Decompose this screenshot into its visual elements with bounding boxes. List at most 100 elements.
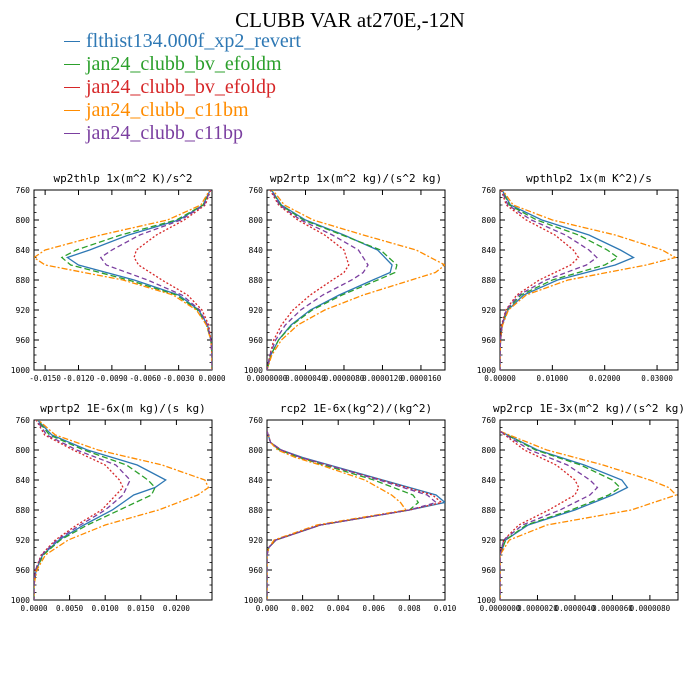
x-tick-label: 0.0000040 — [285, 374, 326, 383]
subplot-title: wp2rtp 1x(m^2 kg)/(s^2 kg) — [270, 172, 442, 185]
y-tick-label: 880 — [482, 506, 497, 515]
y-tick-label: 880 — [249, 506, 264, 515]
y-tick-label: 760 — [16, 416, 31, 425]
series-line — [99, 190, 212, 370]
series-line — [267, 431, 420, 600]
x-tick-label: -0.0060 — [129, 374, 161, 383]
legend-label: flthist134.000f_xp2_revert — [86, 30, 301, 52]
series-line — [267, 190, 445, 370]
plot-frame — [499, 419, 679, 601]
y-tick-label: 800 — [249, 446, 264, 455]
y-tick-label: 920 — [249, 306, 264, 315]
y-tick-label: 1000 — [11, 596, 30, 605]
series-line — [267, 431, 407, 600]
legend-item: jan24_clubb_bv_efoldp — [64, 76, 301, 99]
x-tick-label: 0.0200 — [163, 604, 191, 613]
y-tick-label: 1000 — [477, 366, 496, 375]
legend: flthist134.000f_xp2_revert jan24_clubb_b… — [64, 30, 301, 145]
y-tick-label: 840 — [249, 246, 264, 255]
x-tick-label: -0.0150 — [29, 374, 61, 383]
subplot-title: wpthlp2 1x(m K^2)/s — [526, 172, 652, 185]
y-tick-label: 840 — [16, 476, 31, 485]
y-tick-label: 880 — [16, 506, 31, 515]
x-tick-label: 0.0100 — [92, 604, 120, 613]
x-tick-label: 0.0000000 — [480, 604, 521, 613]
x-tick-label: 0.0150 — [127, 604, 155, 613]
legend-label: jan24_clubb_bv_efoldp — [86, 76, 276, 98]
x-tick-label: 0.0000060 — [592, 604, 633, 613]
x-tick-label: 0.006 — [363, 604, 386, 613]
legend-label: jan24_clubb_bv_efoldm — [86, 53, 282, 75]
series-line — [133, 190, 212, 370]
plot-frame — [33, 419, 213, 601]
x-tick-label: 0.0050 — [56, 604, 84, 613]
legend-line-icon — [64, 87, 80, 88]
x-tick-label: 0.0000000 — [247, 374, 288, 383]
series-line — [500, 430, 599, 600]
x-tick-label: 0.00000 — [484, 374, 516, 383]
series-line — [500, 190, 635, 370]
y-tick-label: 800 — [16, 216, 31, 225]
y-tick-label: 960 — [249, 336, 264, 345]
y-tick-label: 800 — [482, 446, 497, 455]
x-tick-label: -0.0090 — [96, 374, 128, 383]
x-tick-label: 0.02000 — [589, 374, 621, 383]
plot-frame — [266, 419, 446, 601]
y-tick-label: 880 — [16, 276, 31, 285]
x-tick-label: -0.0030 — [163, 374, 195, 383]
x-tick-label: 0.0000160 — [401, 374, 442, 383]
series-line — [500, 190, 619, 370]
x-tick-label: 0.03000 — [641, 374, 673, 383]
series-line — [500, 190, 598, 370]
y-tick-label: 920 — [249, 536, 264, 545]
series-line — [34, 420, 210, 600]
x-tick-label: 0.0000120 — [362, 374, 403, 383]
x-tick-label: 0.0000080 — [630, 604, 671, 613]
subplot-title: rcp2 1E-6x(kg^2)/(kg^2) — [280, 402, 432, 415]
subplot-title: wp2rcp 1E-3x(m^2 kg)/(s^2 kg) — [493, 402, 685, 415]
series-line — [267, 190, 398, 370]
y-tick-label: 760 — [482, 186, 497, 195]
legend-item: flthist134.000f_xp2_revert — [64, 30, 301, 53]
y-tick-label: 960 — [16, 566, 31, 575]
y-tick-label: 920 — [482, 536, 497, 545]
y-tick-label: 800 — [16, 446, 31, 455]
y-tick-label: 800 — [482, 216, 497, 225]
y-tick-label: 1000 — [477, 596, 496, 605]
x-tick-label: 0.0000 — [20, 604, 48, 613]
series-line — [34, 420, 167, 600]
legend-item: jan24_clubb_bv_efoldm — [64, 53, 301, 76]
y-tick-label: 960 — [16, 336, 31, 345]
series-line — [34, 420, 156, 600]
x-tick-label: -0.0120 — [63, 374, 95, 383]
x-tick-label: 0.000 — [256, 604, 279, 613]
series-line — [500, 430, 621, 600]
legend-label: jan24_clubb_c11bm — [86, 99, 249, 121]
legend-line-icon — [64, 64, 80, 65]
series-line — [500, 430, 629, 600]
y-tick-label: 760 — [482, 416, 497, 425]
legend-item: jan24_clubb_c11bm — [64, 99, 301, 122]
x-tick-label: 0.0000080 — [324, 374, 365, 383]
y-tick-label: 880 — [249, 276, 264, 285]
legend-line-icon — [64, 110, 80, 111]
y-tick-label: 960 — [249, 566, 264, 575]
y-tick-label: 1000 — [244, 366, 263, 375]
series-line — [500, 430, 678, 600]
x-tick-label: 0.0000020 — [517, 604, 558, 613]
legend-item: jan24_clubb_c11bp — [64, 122, 301, 145]
legend-line-icon — [64, 133, 80, 134]
subplot-title: wp2thlp 1x(m^2 K)/s^2 — [53, 172, 192, 185]
legend-label: jan24_clubb_c11bp — [86, 122, 244, 144]
y-tick-label: 880 — [482, 276, 497, 285]
subplot-title: wprtp2 1E-6x(m kg)/(s kg) — [40, 402, 206, 415]
y-tick-label: 960 — [482, 336, 497, 345]
series-line — [267, 190, 393, 370]
y-tick-label: 800 — [249, 216, 264, 225]
y-tick-label: 840 — [249, 476, 264, 485]
series-line — [34, 420, 131, 600]
y-tick-label: 840 — [482, 246, 497, 255]
y-tick-label: 840 — [16, 246, 31, 255]
y-tick-label: 920 — [16, 306, 31, 315]
